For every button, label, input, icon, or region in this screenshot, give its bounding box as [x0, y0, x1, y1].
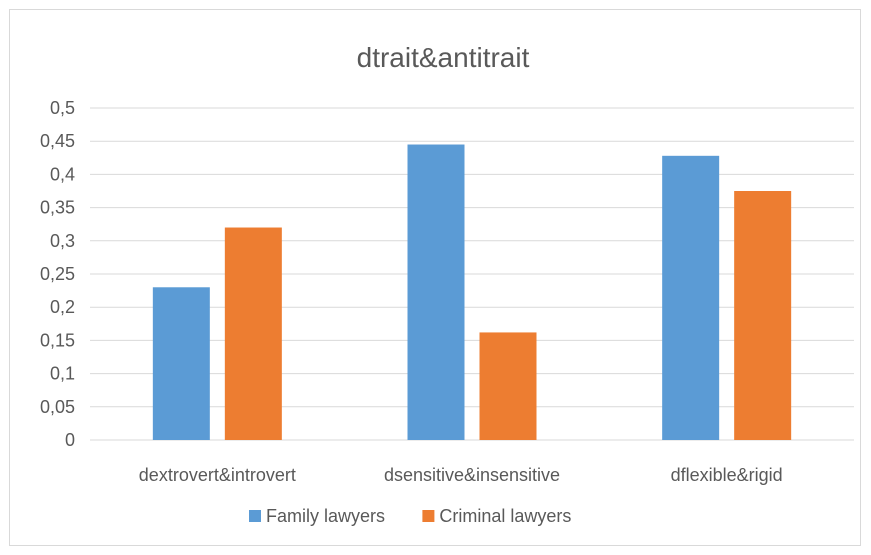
y-axis-tick-labels: 0 0,05 0,1 0,15 0,2 0,25 0,3 0,35 0,4 0,45 0,5 — [40, 98, 75, 450]
y-tick-label: 0,4 — [50, 164, 75, 184]
bars — [152, 144, 792, 441]
y-tick-label: 0,2 — [50, 297, 75, 317]
legend: Family lawyers Criminal lawyers — [249, 506, 571, 526]
bar-criminal-2 — [734, 191, 792, 440]
x-axis-category-labels: dextrovert&introvert dsensitive&insensiti… — [139, 465, 783, 485]
y-tick-label: 0,45 — [40, 131, 75, 151]
bar-criminal-1 — [479, 332, 537, 440]
y-tick-label: 0,05 — [40, 397, 75, 417]
bar-family-2 — [662, 155, 720, 441]
chart-title: dtrait&antitrait — [357, 42, 530, 73]
legend-swatch — [249, 510, 261, 522]
y-tick-label: 0,1 — [50, 364, 75, 384]
bar-family-1 — [407, 144, 465, 440]
bar-family-0 — [152, 287, 210, 440]
x-category-label: dsensitive&insensitive — [384, 465, 560, 485]
y-tick-label: 0,5 — [50, 98, 75, 118]
y-tick-label: 0,3 — [50, 231, 75, 251]
gridlines — [90, 107, 854, 441]
y-tick-label: 0,25 — [40, 264, 75, 284]
y-tick-label: 0,15 — [40, 330, 75, 350]
x-category-label: dextrovert&introvert — [139, 465, 296, 485]
legend-label: Criminal lawyers — [439, 506, 571, 526]
legend-label: Family lawyers — [266, 506, 385, 526]
legend-swatch — [422, 510, 435, 522]
y-tick-label: 0,35 — [40, 198, 75, 218]
x-category-label: dflexible&rigid — [671, 465, 783, 485]
bar-criminal-0 — [224, 227, 282, 440]
y-tick-label: 0 — [65, 430, 75, 450]
